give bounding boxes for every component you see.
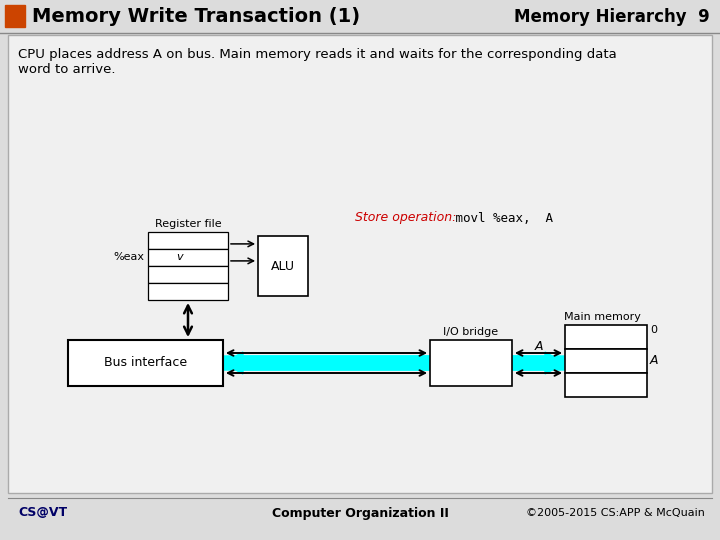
- Bar: [5, 5, 25, 27]
- Text: movl %eax,  A: movl %eax, A: [448, 212, 553, 225]
- Bar: [258, 236, 308, 296]
- Text: Memory Hierarchy  9: Memory Hierarchy 9: [514, 8, 710, 26]
- Text: v: v: [176, 253, 184, 262]
- Text: Main memory: Main memory: [564, 312, 640, 322]
- Text: 0: 0: [650, 325, 657, 335]
- Bar: [148, 232, 228, 249]
- Bar: [148, 249, 228, 266]
- Text: I/O bridge: I/O bridge: [444, 327, 498, 337]
- Text: Bus interface: Bus interface: [104, 356, 187, 369]
- Bar: [148, 283, 228, 300]
- Text: A: A: [650, 354, 659, 368]
- Text: CS@VT: CS@VT: [18, 507, 67, 519]
- Text: %eax: %eax: [113, 253, 144, 262]
- Text: Computer Organization II: Computer Organization II: [271, 507, 449, 519]
- Text: Store operation:: Store operation:: [355, 212, 456, 225]
- Bar: [565, 373, 647, 397]
- Text: Memory Write Transaction (1): Memory Write Transaction (1): [32, 8, 360, 26]
- Bar: [68, 340, 223, 386]
- Text: Register file: Register file: [155, 219, 221, 229]
- FancyArrow shape: [223, 352, 565, 374]
- Bar: [430, 340, 512, 386]
- Text: ©2005-2015 CS:APP & McQuain: ©2005-2015 CS:APP & McQuain: [526, 508, 705, 518]
- Bar: [8, 35, 712, 493]
- Bar: [565, 349, 647, 373]
- FancyArrow shape: [223, 352, 565, 374]
- Text: A: A: [534, 341, 543, 354]
- Bar: [565, 325, 647, 349]
- Bar: [148, 266, 228, 283]
- Text: ALU: ALU: [271, 260, 295, 273]
- Text: CPU places address A on bus. Main memory reads it and waits for the correspondin: CPU places address A on bus. Main memory…: [18, 48, 617, 76]
